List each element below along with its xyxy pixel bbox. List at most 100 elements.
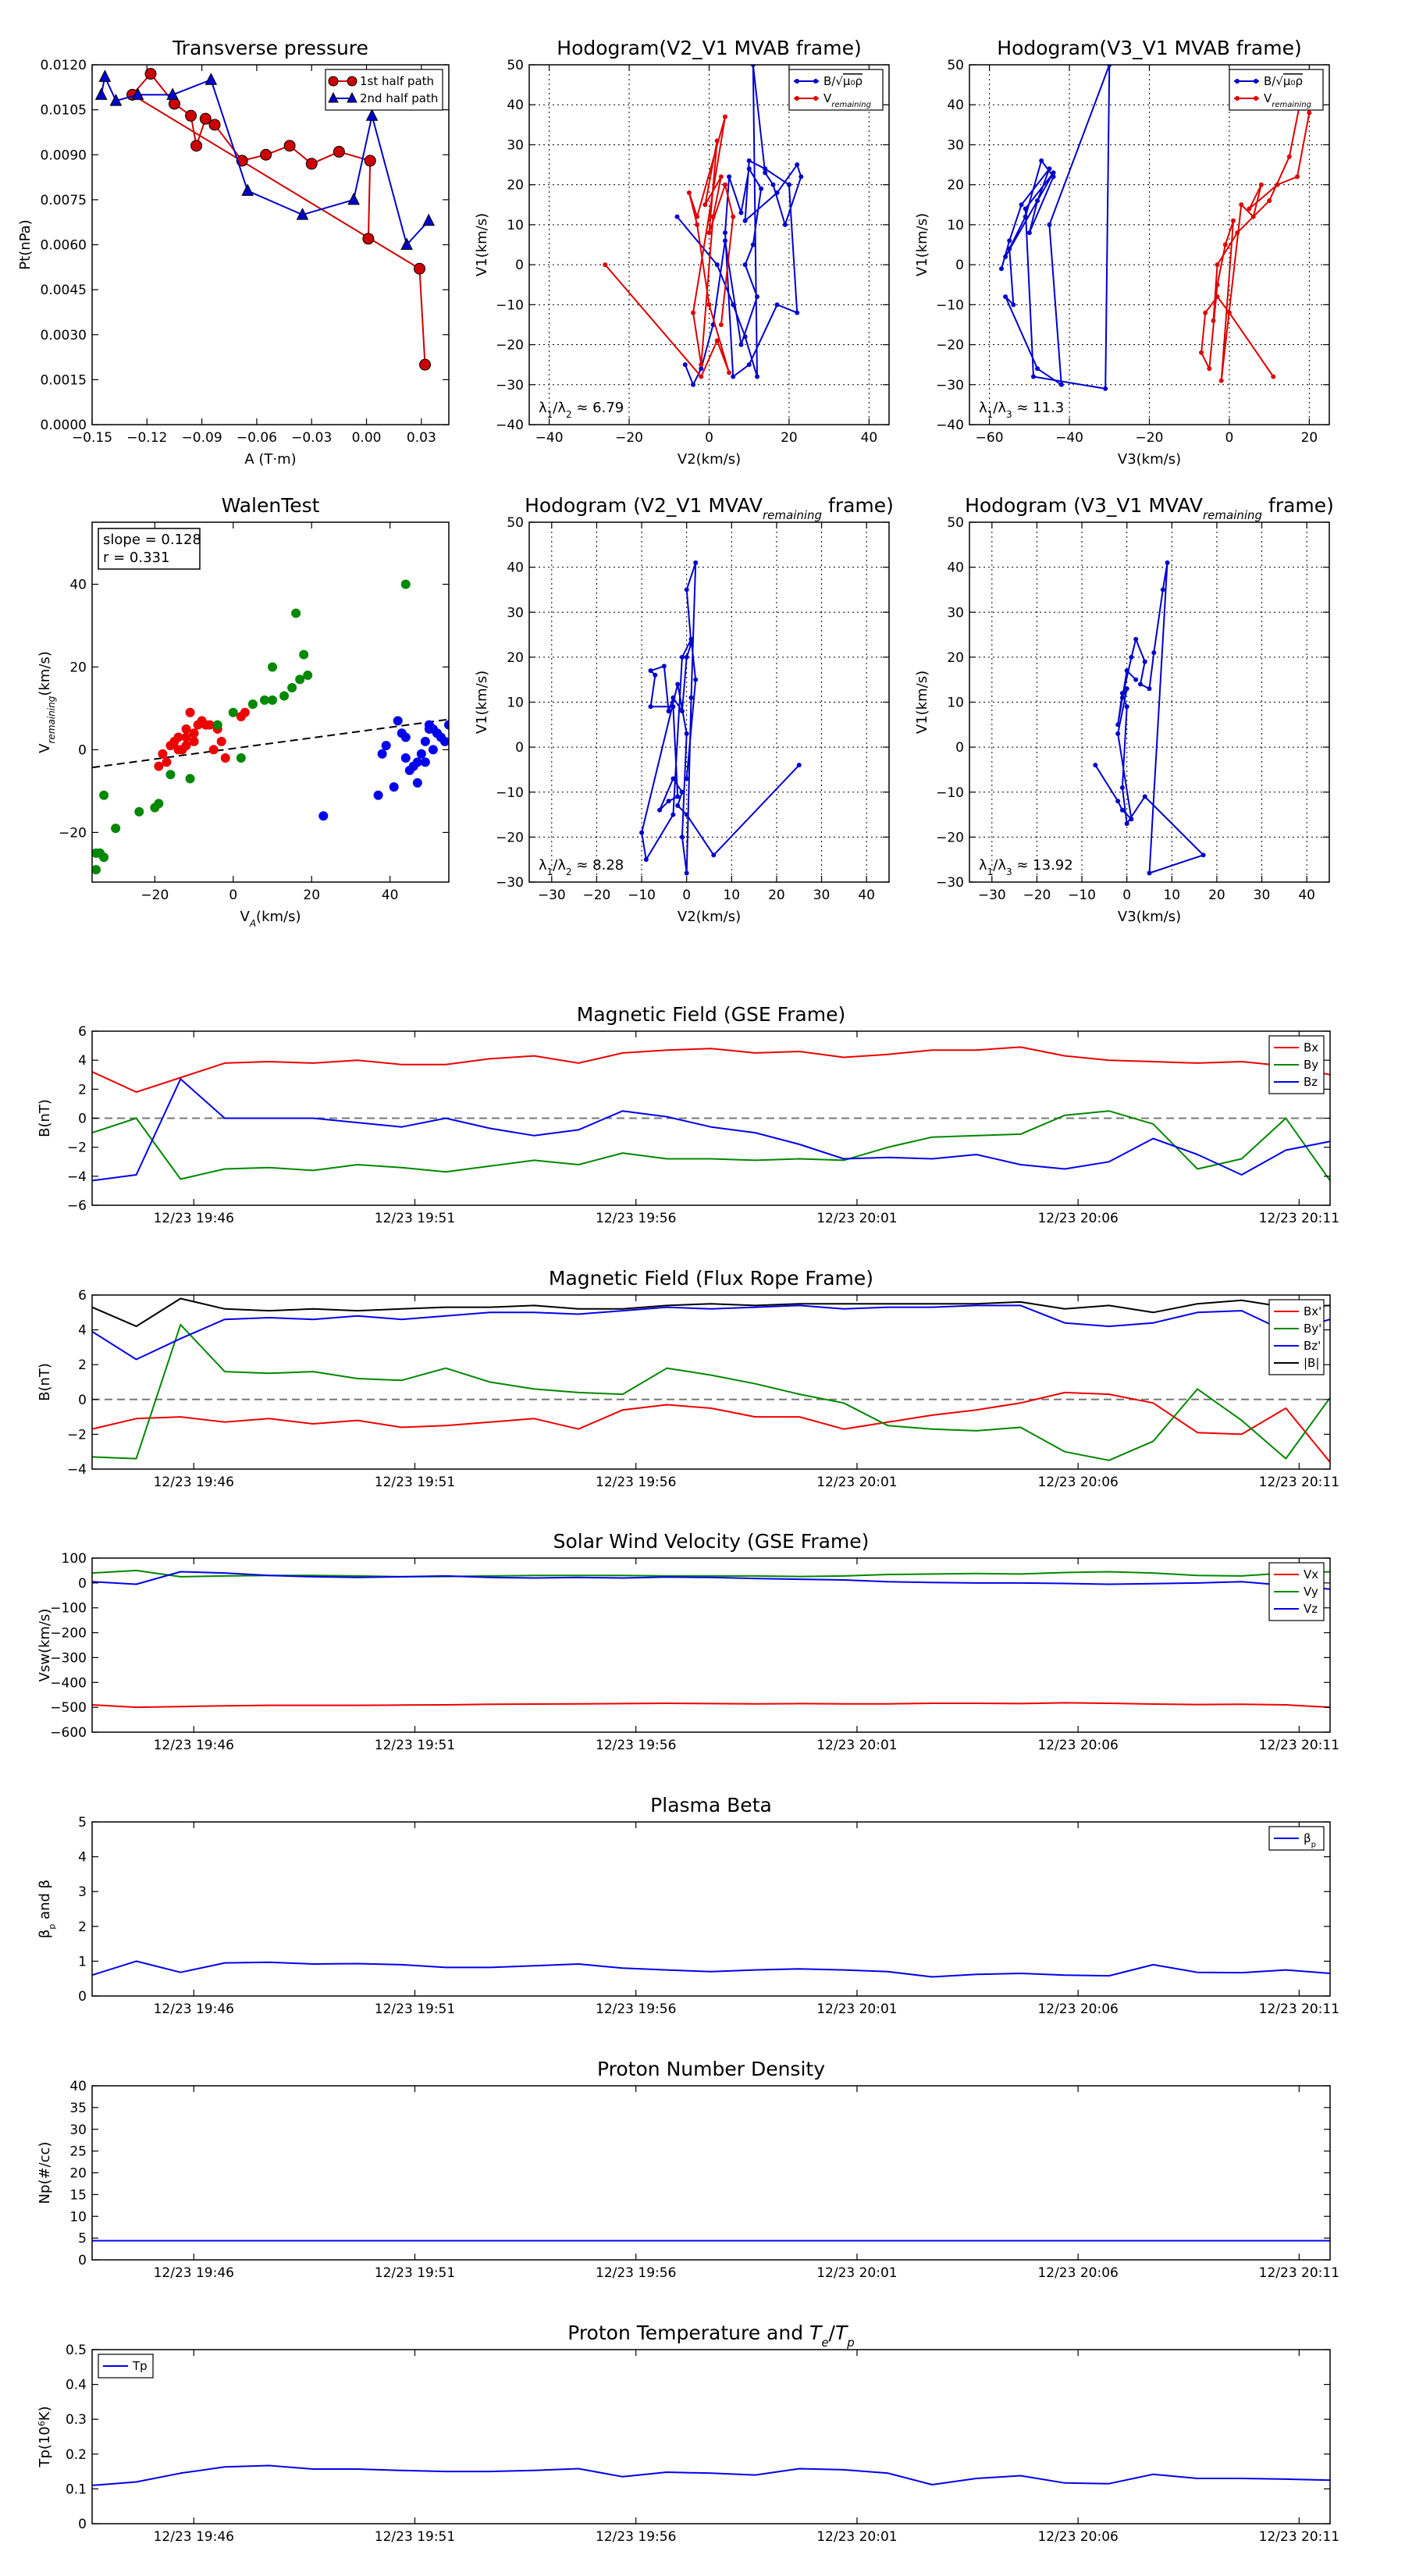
legend-marker [1254,96,1258,101]
y-tick-label: −10 [496,785,524,801]
x-tick-label: −60 [976,430,1004,446]
x-tick-label: 12/23 20:01 [816,2001,897,2017]
legend: Bx By Bz [1268,1035,1325,1094]
y-axis-label: V1(km/s) [474,213,490,276]
plot-area [92,1569,1330,1709]
axes-frame [91,1821,1331,1997]
data-point [162,757,172,767]
x-tick-label: 12/23 19:51 [375,2265,455,2281]
x-axis-label: V3(km/s) [1118,909,1181,925]
data-point [165,770,176,780]
slope-label: slope = 0.128 [103,532,201,548]
data-point [711,852,717,858]
y-tick-label: −20 [59,825,87,841]
data-point [691,310,696,315]
data-point [691,382,696,387]
panel-title: Plasma Beta [650,1794,772,1816]
data-point [168,98,180,110]
y-tick-label: 0.0030 [41,328,87,343]
data-point [412,777,422,788]
y-tick-label: 0 [78,1989,87,2005]
data-point [99,790,109,800]
data-point [1011,302,1016,308]
data-point [774,190,780,195]
legend-marker [328,76,339,87]
panel-title: Magnetic Field (Flux Rope Frame) [549,1267,873,1290]
x-tick-label: −20 [140,888,169,903]
y-tick-label: 10 [507,696,524,711]
x-tick-label: 12/23 20:01 [816,1738,897,1753]
eigen-ratio-label: λ1/λ2 ≈ 6.79 [539,400,624,420]
data-point [795,310,800,315]
y-tick-label: −100 [50,1601,87,1617]
data-point [754,374,759,379]
x-tick-label: 12/23 19:46 [154,2001,234,2017]
data-point [94,87,108,100]
data-point [1215,262,1220,268]
data-point [420,757,430,767]
legend-label: Bx [1304,1041,1318,1055]
data-point [1035,198,1040,204]
x-tick-label: 0.03 [407,430,436,446]
x-axis-label: VA(km/s) [240,909,301,929]
data-point [782,222,788,227]
data-point [205,73,218,85]
data-point [381,741,391,751]
y-tick-label: 4 [78,1053,87,1069]
y-tick-label: 100 [62,1551,87,1567]
data-point [422,213,436,226]
x-tick-label: 12/23 20:06 [1037,1738,1118,1753]
x-tick-label: 12/23 19:51 [375,1738,455,1753]
x-tick-label: 12/23 19:56 [596,1211,676,1226]
data-point [1019,202,1024,208]
legend-label: By [1304,1058,1318,1072]
legend-label: Bz [1304,1075,1318,1089]
data-point [208,119,221,131]
data-point [1115,722,1121,728]
panel-hodo3: −30 −20 −10 0 10 20 30 40 −30 −20 −10 0 10 20 30 40 50Ho… [474,494,894,925]
data-point [1207,366,1212,372]
y-tick-label: −20 [936,338,964,354]
y-tick-label: 0.0060 [41,238,87,254]
y-tick-label: −30 [936,875,964,891]
y-tick-label: 0 [515,258,524,273]
data-point [92,865,101,875]
axes-frame [91,521,450,883]
x-tick-label: −0.09 [182,430,222,446]
data-point [259,695,269,705]
data-point [746,166,752,172]
y-tick-label: 30 [507,137,524,153]
y-tick-label: 20 [69,2166,87,2182]
data-point [260,148,272,161]
panel-bfr: 12/23 19:46 12/23 19:51 12/23 19:56 12/23 2… [37,1267,1339,1490]
x-tick-label: 10 [1163,888,1180,903]
data-point [603,262,608,268]
data-point [362,233,375,245]
y-tick-label: 3 [78,1884,87,1900]
data-point [240,707,250,717]
plot-area [92,1297,1330,1463]
y-tick-label: 20 [507,650,524,666]
data-point [1003,254,1008,259]
x-axis-label: V2(km/s) [678,451,741,468]
y-axis-label: Np(#/cc) [37,2142,53,2204]
data-point [742,262,748,268]
data-point [439,736,449,746]
data-point [295,674,305,685]
legend-marker [328,91,339,103]
data-point [738,342,744,347]
data-point [688,641,694,646]
legend-box [1229,69,1324,111]
data-point [241,183,254,196]
y-tick-label: 0 [515,740,524,756]
y-tick-label: −300 [50,1650,87,1666]
data-point [99,852,109,863]
y-tick-label: 6 [78,1288,87,1304]
x-tick-label: −20 [582,888,610,903]
data-point [1129,654,1134,660]
data-point [1231,218,1236,223]
data-point [1203,310,1208,315]
x-tick-label: 20 [1301,430,1318,446]
x-tick-label: 12/23 19:46 [154,2529,234,2545]
data-point [670,704,676,710]
